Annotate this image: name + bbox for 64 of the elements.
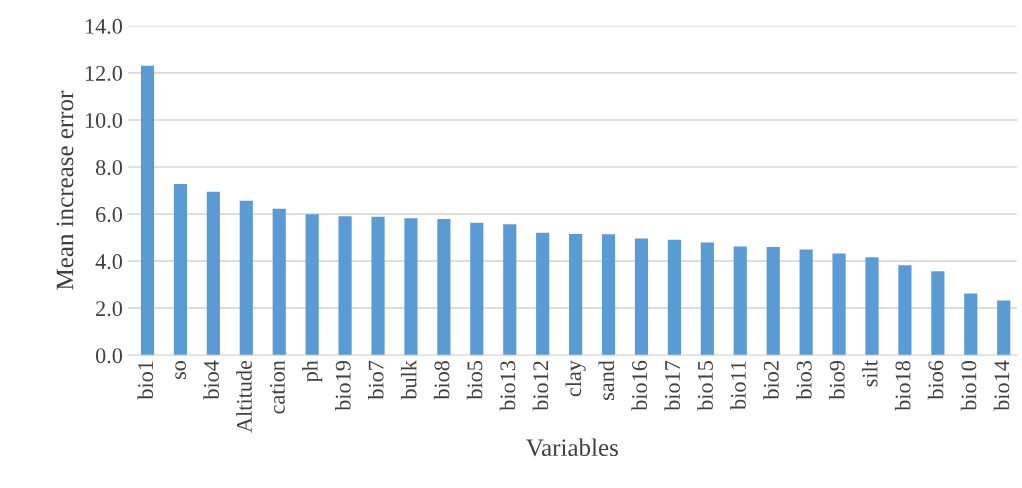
bar bbox=[338, 216, 352, 356]
bar bbox=[700, 242, 714, 356]
x-tick-label: silt bbox=[861, 360, 878, 387]
x-axis-title: Variables bbox=[526, 438, 618, 457]
x-tick-label: Altitude bbox=[236, 360, 252, 433]
bar bbox=[239, 200, 253, 356]
y-tick-label: 14.0 bbox=[85, 18, 123, 34]
bar bbox=[470, 222, 484, 356]
x-tick-label: sand bbox=[598, 360, 615, 400]
y-axis-title: Mean increase error bbox=[56, 90, 74, 290]
bar bbox=[536, 232, 550, 356]
bar bbox=[667, 239, 681, 356]
bar bbox=[799, 249, 813, 356]
y-tick-label: 10.0 bbox=[85, 112, 123, 128]
y-tick-label: 2.0 bbox=[96, 301, 123, 317]
bar bbox=[404, 218, 418, 356]
x-tick-label: bio8 bbox=[433, 360, 450, 400]
y-tick-label: 0.0 bbox=[95, 348, 123, 364]
bar bbox=[140, 65, 155, 356]
bar bbox=[371, 216, 385, 356]
bar bbox=[173, 183, 188, 356]
x-tick-label: bio18 bbox=[894, 360, 911, 411]
x-tick-label: bio1 bbox=[137, 361, 154, 400]
y-tick-label: 12.0 bbox=[85, 65, 123, 81]
bar bbox=[931, 271, 945, 356]
x-tick-label: bio4 bbox=[203, 360, 219, 400]
x-tick-label: bio10 bbox=[960, 360, 977, 411]
bar bbox=[569, 234, 583, 356]
bar bbox=[437, 219, 451, 356]
x-tick-label: so bbox=[175, 360, 186, 379]
x-tick-label: bulk bbox=[400, 360, 417, 400]
x-tick-label: bio15 bbox=[697, 360, 713, 411]
x-tick-label: bio13 bbox=[499, 360, 516, 411]
x-tick-label: bio7 bbox=[367, 360, 384, 400]
x-tick-label: bio3 bbox=[796, 360, 812, 400]
bar bbox=[272, 208, 286, 356]
y-tick-label: 8.0 bbox=[95, 159, 123, 176]
x-tick-label: bio12 bbox=[532, 361, 549, 411]
bar bbox=[865, 257, 879, 356]
bar bbox=[305, 214, 319, 356]
bar bbox=[766, 247, 780, 356]
bar bbox=[503, 224, 517, 356]
x-tick-label: bio16 bbox=[631, 360, 648, 411]
x-tick-label: bio5 bbox=[466, 360, 483, 400]
x-tick-label: cation bbox=[269, 360, 285, 414]
x-tick-label: bio14 bbox=[993, 360, 1010, 411]
x-tick-label: bio2 bbox=[763, 361, 779, 400]
bar bbox=[206, 191, 220, 356]
bar bbox=[634, 238, 649, 356]
x-tick-label: bio9 bbox=[828, 361, 845, 400]
x-tick-label: bio17 bbox=[664, 360, 680, 411]
bar bbox=[733, 246, 747, 356]
y-tick-label: 4.0 bbox=[95, 254, 123, 270]
x-tick-label: clay bbox=[565, 360, 586, 397]
bar bbox=[832, 253, 846, 356]
x-tick-label: ph bbox=[302, 360, 323, 382]
bar bbox=[997, 300, 1011, 356]
bar bbox=[601, 234, 616, 356]
x-tick-label: bio6 bbox=[927, 360, 944, 400]
y-tick-label: 6.0 bbox=[96, 207, 123, 223]
x-tick-label: bio11 bbox=[730, 361, 746, 410]
bar bbox=[898, 265, 912, 356]
bar bbox=[964, 293, 978, 356]
x-tick-label: bio19 bbox=[335, 361, 351, 411]
